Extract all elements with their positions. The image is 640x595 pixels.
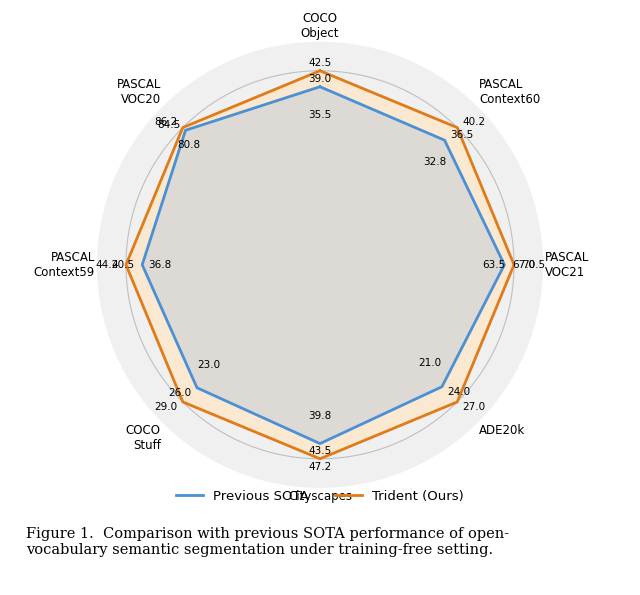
Polygon shape — [126, 71, 514, 459]
Text: PASCAL
Context59: PASCAL Context59 — [34, 250, 95, 279]
Text: 67.0: 67.0 — [512, 260, 535, 270]
Text: 70.5: 70.5 — [522, 260, 545, 270]
Text: PASCAL
VOC21: PASCAL VOC21 — [545, 250, 589, 279]
Text: 44.2: 44.2 — [95, 260, 118, 270]
Text: 80.8: 80.8 — [177, 140, 200, 150]
Text: 27.0: 27.0 — [463, 402, 486, 412]
Text: PASCAL
Context60: PASCAL Context60 — [479, 77, 540, 106]
Text: 86.2: 86.2 — [154, 117, 177, 127]
Legend: Previous SOTA, Trident (Ours): Previous SOTA, Trident (Ours) — [171, 484, 469, 508]
Text: 40.2: 40.2 — [463, 117, 486, 127]
Text: PASCAL
VOC20: PASCAL VOC20 — [116, 77, 161, 106]
Text: 36.8: 36.8 — [148, 260, 171, 270]
Text: 23.0: 23.0 — [197, 359, 220, 369]
Text: 39.8: 39.8 — [308, 411, 332, 421]
Text: 35.5: 35.5 — [308, 110, 332, 120]
Text: 43.5: 43.5 — [308, 446, 332, 456]
Text: 24.0: 24.0 — [447, 387, 470, 397]
Text: 40.5: 40.5 — [111, 260, 134, 270]
Text: ADE20k: ADE20k — [479, 424, 525, 437]
Text: 21.0: 21.0 — [418, 358, 441, 368]
Text: COCO
Stuff: COCO Stuff — [126, 424, 161, 452]
Text: Cityscapes: Cityscapes — [288, 490, 352, 503]
Text: 32.8: 32.8 — [423, 156, 446, 167]
Text: Figure 1.  Comparison with previous SOTA performance of open-
vocabulary semanti: Figure 1. Comparison with previous SOTA … — [26, 527, 509, 557]
Text: 39.0: 39.0 — [308, 74, 332, 84]
Text: 29.0: 29.0 — [154, 402, 177, 412]
Text: 42.5: 42.5 — [308, 58, 332, 68]
Polygon shape — [142, 87, 504, 444]
Text: 47.2: 47.2 — [308, 462, 332, 472]
Text: 36.5: 36.5 — [450, 130, 474, 140]
Text: COCO
Object: COCO Object — [301, 12, 339, 40]
Text: 26.0: 26.0 — [168, 389, 191, 398]
Text: 84.5: 84.5 — [157, 120, 180, 130]
Text: 63.5: 63.5 — [482, 260, 506, 270]
